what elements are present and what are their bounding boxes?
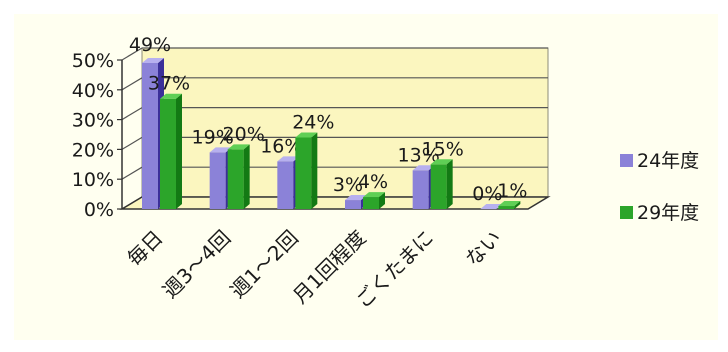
data-label: 15% bbox=[422, 138, 464, 160]
bar bbox=[295, 137, 311, 209]
y-tick-label: 40% bbox=[72, 80, 114, 102]
bar bbox=[498, 206, 514, 209]
bar-side bbox=[244, 144, 250, 209]
data-label: 1% bbox=[497, 180, 527, 202]
bar bbox=[210, 152, 226, 209]
bar-side bbox=[447, 159, 453, 209]
data-label: 4% bbox=[358, 171, 388, 193]
bar bbox=[345, 200, 361, 209]
data-label: 20% bbox=[223, 123, 265, 145]
legend-swatch bbox=[620, 154, 633, 167]
legend-swatch bbox=[620, 206, 633, 219]
bar-side bbox=[176, 94, 182, 209]
legend-label: 24年度 bbox=[637, 150, 699, 172]
bar bbox=[363, 197, 379, 209]
y-tick-label: 50% bbox=[72, 50, 114, 72]
bar-side bbox=[311, 132, 317, 209]
y-tick-label: 0% bbox=[84, 199, 114, 221]
y-tick-label: 30% bbox=[72, 110, 114, 132]
bar bbox=[431, 164, 447, 209]
bar bbox=[413, 170, 429, 209]
data-label: 49% bbox=[129, 34, 171, 56]
bar bbox=[160, 99, 176, 209]
bar bbox=[277, 161, 293, 209]
y-tick-label: 10% bbox=[72, 169, 114, 191]
data-label: 24% bbox=[292, 111, 334, 133]
y-tick-label: 20% bbox=[72, 139, 114, 161]
data-label: 37% bbox=[148, 73, 190, 95]
bar bbox=[228, 149, 244, 209]
legend-label: 29年度 bbox=[637, 202, 699, 224]
